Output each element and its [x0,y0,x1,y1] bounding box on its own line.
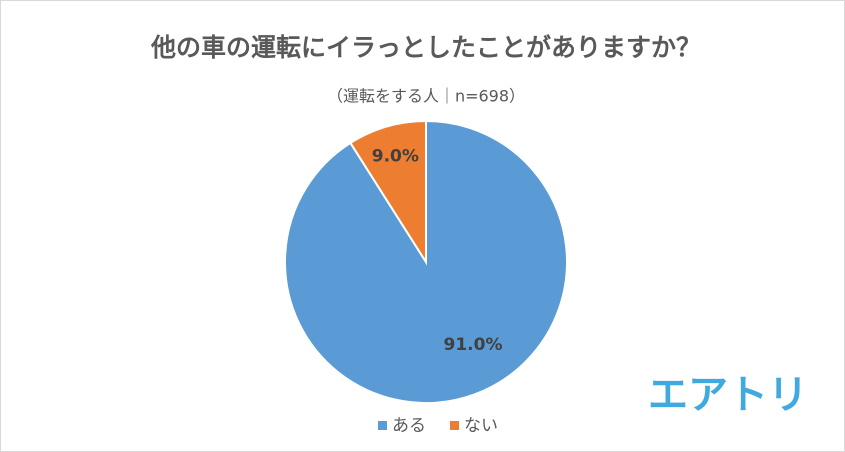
pie-slice [349,119,427,266]
legend-swatch [378,421,387,430]
data-label: 9.0% [372,146,419,166]
legend-swatch [450,421,459,430]
chart-title: 他の車の運転にイラっとしたことがありますか？ [150,33,701,62]
brand-logo: エアトリ [648,372,808,418]
legend-label: ある [392,416,426,436]
data-label: 91.0% [444,335,503,355]
chart-subtitle: （運転をする人｜n=698） [327,87,525,106]
legend-label: ない [464,416,498,436]
